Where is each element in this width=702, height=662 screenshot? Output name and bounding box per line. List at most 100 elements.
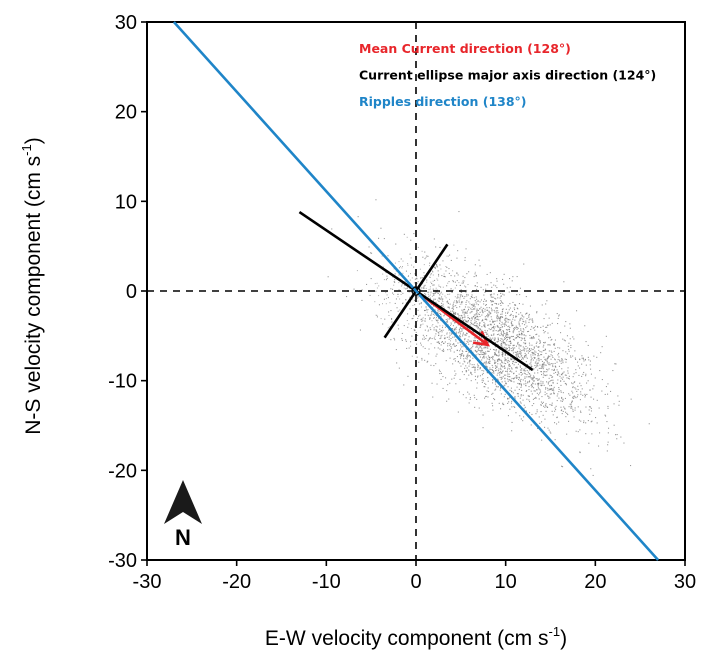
scatter-point	[540, 385, 542, 387]
scatter-point	[607, 405, 609, 407]
scatter-point	[505, 347, 507, 349]
scatter-point	[520, 352, 522, 354]
scatter-point	[522, 303, 524, 305]
scatter-point	[391, 321, 393, 323]
scatter-point	[496, 369, 498, 371]
scatter-point	[403, 384, 405, 386]
scatter-point	[515, 361, 517, 363]
scatter-point	[498, 354, 500, 356]
scatter-point	[510, 357, 512, 359]
scatter-point	[462, 275, 464, 277]
scatter-point	[512, 358, 514, 360]
scatter-point	[549, 356, 551, 358]
scatter-point	[525, 382, 527, 384]
scatter-point	[494, 359, 496, 361]
scatter-point	[553, 343, 555, 345]
scatter-point	[433, 298, 435, 300]
velocity-scatter-cloud	[327, 199, 650, 476]
scatter-point	[415, 278, 417, 280]
scatter-point	[500, 359, 502, 361]
scatter-point	[385, 298, 387, 300]
scatter-point	[440, 315, 442, 317]
scatter-point	[539, 341, 541, 343]
scatter-point	[513, 329, 515, 331]
scatter-point	[505, 320, 507, 322]
scatter-point	[393, 293, 395, 295]
scatter-point	[484, 298, 486, 300]
scatter-point	[378, 295, 380, 297]
scatter-point	[464, 361, 466, 363]
scatter-point	[426, 335, 428, 337]
scatter-point	[509, 331, 511, 333]
scatter-point	[543, 384, 545, 386]
scatter-point	[408, 291, 410, 293]
scatter-point	[411, 318, 413, 320]
scatter-point	[551, 376, 553, 378]
scatter-point	[500, 333, 502, 335]
scatter-point	[474, 317, 476, 319]
scatter-point	[434, 279, 436, 281]
scatter-point	[357, 216, 359, 218]
scatter-point	[553, 369, 555, 371]
scatter-point	[465, 301, 467, 303]
scatter-point	[493, 398, 495, 400]
scatter-point	[548, 397, 550, 399]
scatter-point	[459, 350, 461, 352]
scatter-point	[577, 361, 579, 363]
scatter-point	[512, 324, 514, 326]
scatter-point	[515, 304, 517, 306]
scatter-point	[447, 306, 449, 308]
scatter-point	[502, 347, 504, 349]
scatter-point	[560, 377, 562, 379]
scatter-point	[436, 291, 438, 293]
scatter-point	[434, 266, 436, 268]
scatter-point	[475, 337, 477, 339]
scatter-point	[556, 400, 558, 402]
scatter-point	[604, 393, 606, 395]
scatter-point	[489, 313, 491, 315]
scatter-point	[492, 359, 494, 361]
scatter-point	[515, 316, 517, 318]
scatter-point	[550, 388, 552, 390]
scatter-point	[568, 406, 570, 408]
scatter-point	[485, 396, 487, 398]
scatter-point	[495, 310, 497, 312]
scatter-point	[494, 337, 496, 339]
scatter-point	[422, 334, 424, 336]
scatter-point	[462, 301, 464, 303]
scatter-point	[477, 318, 479, 320]
scatter-point	[404, 281, 406, 283]
scatter-point	[523, 416, 525, 418]
scatter-point	[496, 365, 498, 367]
y-tick-label: -30	[108, 550, 137, 572]
scatter-point	[511, 323, 513, 325]
scatter-point	[504, 324, 506, 326]
scatter-point	[542, 363, 544, 365]
scatter-point	[429, 262, 431, 264]
scatter-point	[545, 405, 547, 407]
scatter-point	[551, 351, 553, 353]
scatter-point	[482, 311, 484, 313]
scatter-point	[492, 357, 494, 359]
scatter-point	[591, 420, 593, 422]
scatter-point	[445, 377, 447, 379]
scatter-point	[442, 348, 444, 350]
scatter-point	[559, 375, 561, 377]
scatter-point	[452, 312, 454, 314]
scatter-point	[454, 327, 456, 329]
scatter-point	[488, 324, 490, 326]
scatter-point	[558, 397, 560, 399]
scatter-point	[537, 365, 539, 367]
scatter-point	[491, 339, 493, 341]
scatter-point	[550, 388, 552, 390]
scatter-point	[500, 364, 502, 366]
scatter-point	[498, 358, 500, 360]
scatter-point	[437, 311, 439, 313]
scatter-point	[528, 386, 530, 388]
scatter-point	[399, 298, 401, 300]
scatter-point	[477, 363, 479, 365]
scatter-point	[442, 305, 444, 307]
scatter-point	[482, 353, 484, 355]
scatter-point	[437, 331, 439, 333]
scatter-point	[578, 419, 580, 421]
